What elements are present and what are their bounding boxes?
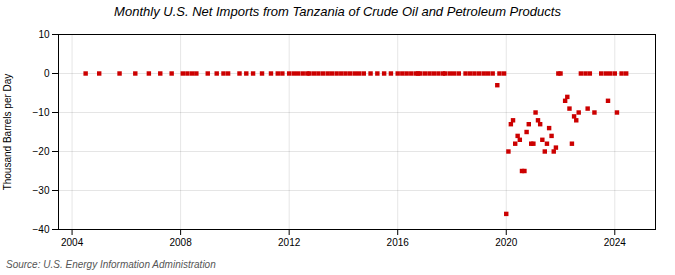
- html-text:Monthly U.S. Net Imports from: Monthly U.S. Net Imports from Tanzania o…: [114, 4, 561, 19]
- svg-text:Thousand Barrels per Day: Thousand Barrels per Day: [2, 74, 13, 191]
- svg-text:−20: −20: [33, 146, 50, 157]
- svg-text:−40: −40: [33, 224, 50, 235]
- svg-text:0: 0: [44, 68, 50, 79]
- svg-text:2008: 2008: [169, 237, 192, 248]
- html-text:Source: U.S. Energy Informatio: Source: U.S. Energy Information Administ…: [6, 259, 216, 270]
- svg-text:2016: 2016: [387, 237, 410, 248]
- svg-text:2004: 2004: [61, 237, 84, 248]
- svg-text:2020: 2020: [495, 237, 518, 248]
- svg-text:2012: 2012: [278, 237, 301, 248]
- svg-text:2024: 2024: [604, 237, 627, 248]
- svg-text:10: 10: [38, 29, 50, 40]
- svg-text:−30: −30: [33, 185, 50, 196]
- svg-text:−10: −10: [33, 107, 50, 118]
